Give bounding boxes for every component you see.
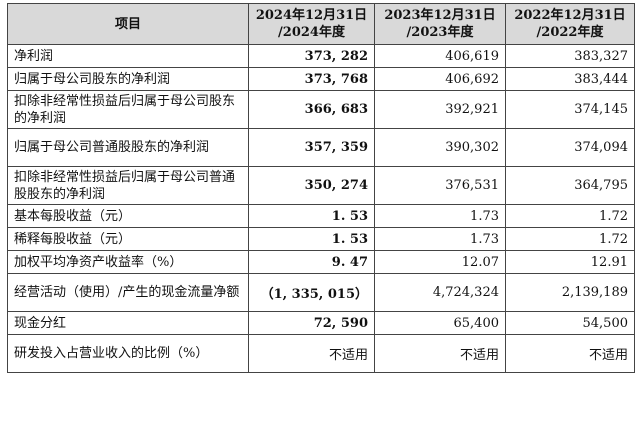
table-row: 归属于母公司股东的净利润 373, 768 406,692 383,444 <box>7 67 635 91</box>
row-label: 现金分红 <box>7 311 249 335</box>
financial-table-container: 项目 2024年12月31日/2024年度 2023年12月31日/2023年度… <box>7 3 635 373</box>
cell-2023: 406,692 <box>374 67 506 91</box>
table-row: 现金分红 72, 590 65,400 54,500 <box>7 311 635 335</box>
cell-2022: 383,444 <box>505 67 635 91</box>
table-row: 净利润 373, 282 406,619 383,327 <box>7 44 635 68</box>
cell-2023: 不适用 <box>374 334 506 373</box>
cell-2024: 不适用 <box>248 334 375 373</box>
cell-2024: 373, 282 <box>248 44 375 68</box>
financial-summary-table: 项目 2024年12月31日/2024年度 2023年12月31日/2023年度… <box>7 3 635 373</box>
cell-2022: 383,327 <box>505 44 635 68</box>
cell-2024: 357, 359 <box>248 128 375 167</box>
row-label: 归属于母公司普通股股东的净利润 <box>7 128 249 167</box>
row-label: 基本每股收益（元） <box>7 204 249 228</box>
cell-2022: 2,139,189 <box>505 273 635 312</box>
cell-2024: 9. 47 <box>248 250 375 274</box>
row-label: 扣除非经常性损益后归属于母公司股东的净利润 <box>7 90 249 129</box>
header-2024: 2024年12月31日/2024年度 <box>248 3 375 45</box>
cell-2024: 1. 53 <box>248 204 375 228</box>
row-label: 稀释每股收益（元） <box>7 227 249 251</box>
cell-2023: 376,531 <box>374 166 506 205</box>
table-row: 加权平均净资产收益率（%） 9. 47 12.07 12.91 <box>7 250 635 274</box>
cell-2023: 1.73 <box>374 227 506 251</box>
row-label: 研发投入占营业收入的比例（%） <box>7 334 249 373</box>
table-row: 研发投入占营业收入的比例（%） 不适用 不适用 不适用 <box>7 334 635 373</box>
cell-2023: 390,302 <box>374 128 506 167</box>
row-label: 加权平均净资产收益率（%） <box>7 250 249 274</box>
cell-2022: 不适用 <box>505 334 635 373</box>
cell-2022: 1.72 <box>505 227 635 251</box>
header-2022: 2022年12月31日/2022年度 <box>505 3 635 45</box>
cell-2024: （1, 335, 015） <box>248 273 375 312</box>
row-label: 净利润 <box>7 44 249 68</box>
cell-2024: 373, 768 <box>248 67 375 91</box>
header-2023: 2023年12月31日/2023年度 <box>374 3 506 45</box>
cell-2022: 1.72 <box>505 204 635 228</box>
cell-2023: 1.73 <box>374 204 506 228</box>
header-row: 项目 2024年12月31日/2024年度 2023年12月31日/2023年度… <box>7 3 635 45</box>
table-row: 扣除非经常性损益后归属于母公司普通股股东的净利润 350, 274 376,53… <box>7 166 635 205</box>
cell-2024: 72, 590 <box>248 311 375 335</box>
cell-2023: 392,921 <box>374 90 506 129</box>
table-row: 基本每股收益（元） 1. 53 1.73 1.72 <box>7 204 635 228</box>
cell-2022: 374,145 <box>505 90 635 129</box>
cell-2022: 12.91 <box>505 250 635 274</box>
cell-2023: 406,619 <box>374 44 506 68</box>
cell-2023: 12.07 <box>374 250 506 274</box>
table-row: 经营活动（使用）/产生的现金流量净额 （1, 335, 015） 4,724,3… <box>7 273 635 312</box>
cell-2022: 374,094 <box>505 128 635 167</box>
cell-2024: 366, 683 <box>248 90 375 129</box>
table-row: 稀释每股收益（元） 1. 53 1.73 1.72 <box>7 227 635 251</box>
cell-2023: 65,400 <box>374 311 506 335</box>
row-label: 扣除非经常性损益后归属于母公司普通股股东的净利润 <box>7 166 249 205</box>
cell-2022: 364,795 <box>505 166 635 205</box>
table-row: 归属于母公司普通股股东的净利润 357, 359 390,302 374,094 <box>7 128 635 167</box>
row-label: 归属于母公司股东的净利润 <box>7 67 249 91</box>
cell-2024: 350, 274 <box>248 166 375 205</box>
header-item: 项目 <box>7 3 249 45</box>
cell-2024: 1. 53 <box>248 227 375 251</box>
row-label: 经营活动（使用）/产生的现金流量净额 <box>7 273 249 312</box>
table-row: 扣除非经常性损益后归属于母公司股东的净利润 366, 683 392,921 3… <box>7 90 635 129</box>
cell-2023: 4,724,324 <box>374 273 506 312</box>
cell-2022: 54,500 <box>505 311 635 335</box>
